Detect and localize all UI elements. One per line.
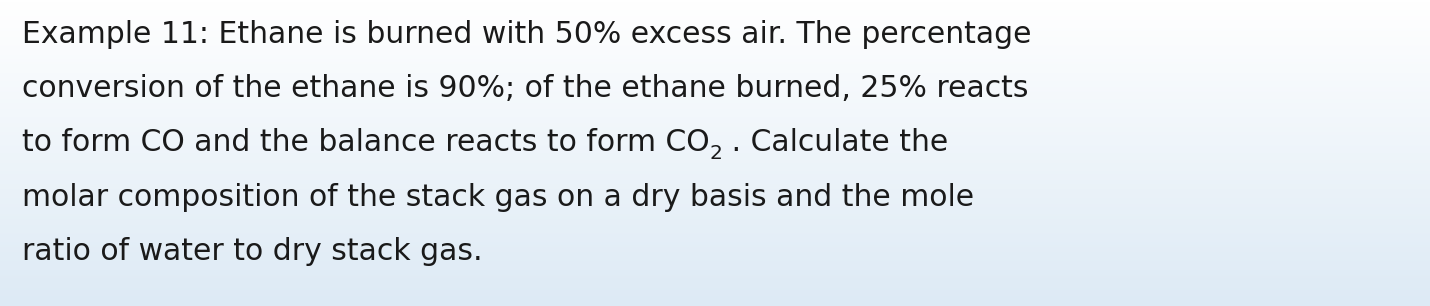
Text: Example 11: Ethane is burned with 50% excess air. The percentage: Example 11: Ethane is burned with 50% ex… bbox=[21, 20, 1031, 49]
Text: 2: 2 bbox=[709, 144, 722, 162]
Text: molar composition of the stack gas on a dry basis and the mole: molar composition of the stack gas on a … bbox=[21, 183, 974, 212]
Text: ratio of water to dry stack gas.: ratio of water to dry stack gas. bbox=[21, 237, 483, 266]
Text: conversion of the ethane is 90%; of the ethane burned, 25% reacts: conversion of the ethane is 90%; of the … bbox=[21, 74, 1028, 103]
Text: to form CO and the balance reacts to form CO: to form CO and the balance reacts to for… bbox=[21, 129, 709, 157]
Text: . Calculate the: . Calculate the bbox=[722, 129, 948, 157]
